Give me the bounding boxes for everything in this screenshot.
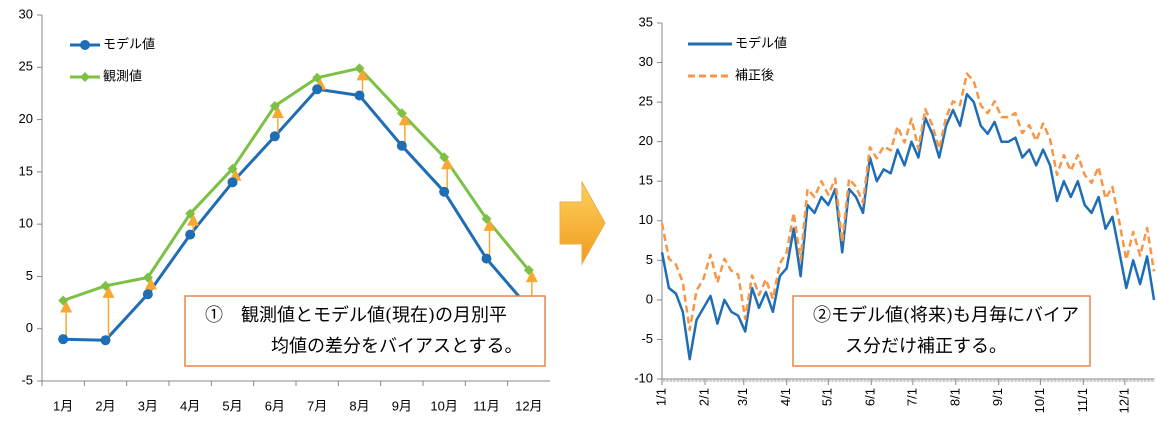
marker bbox=[312, 72, 323, 83]
x-tick-label: 4/1 bbox=[778, 388, 793, 406]
series-line bbox=[660, 92, 1156, 361]
x-tick-label: 12/1 bbox=[1116, 388, 1131, 413]
annotation-box bbox=[792, 295, 1091, 367]
y-tick-label: 25 bbox=[639, 94, 653, 109]
marker bbox=[396, 108, 407, 119]
marker bbox=[100, 280, 111, 291]
y-tick-label: 10 bbox=[19, 216, 33, 231]
marker bbox=[439, 186, 450, 197]
marker bbox=[354, 90, 365, 101]
marker bbox=[439, 152, 450, 163]
x-tick-label: 1月 bbox=[53, 398, 73, 413]
marker bbox=[312, 84, 323, 95]
x-tick-label: 6/1 bbox=[863, 388, 878, 406]
y-tick-label: -5 bbox=[641, 331, 653, 346]
marker bbox=[523, 265, 534, 276]
y-tick-label: 0 bbox=[646, 291, 653, 306]
bias-arrow bbox=[398, 113, 411, 146]
y-tick-label: 30 bbox=[639, 54, 653, 69]
bias-arrow bbox=[60, 300, 73, 340]
x-tick-label: 4月 bbox=[180, 398, 200, 413]
marker bbox=[269, 131, 280, 142]
x-tick-label: 1/1 bbox=[653, 388, 668, 406]
x-tick-label: 12月 bbox=[515, 398, 542, 413]
marker bbox=[269, 100, 280, 111]
x-tick-label: 5/1 bbox=[820, 388, 835, 406]
y-tick-label: 30 bbox=[19, 6, 33, 21]
y-tick-label: 0 bbox=[26, 320, 33, 335]
y-tick-label: 20 bbox=[639, 133, 653, 148]
marker bbox=[185, 229, 196, 240]
bias-arrow-head bbox=[144, 277, 157, 290]
marker bbox=[142, 289, 153, 300]
y-tick-label: 5 bbox=[26, 268, 33, 283]
bias-arrow-head bbox=[102, 285, 115, 298]
bias-arrow bbox=[441, 157, 454, 192]
transition-arrow bbox=[559, 180, 606, 266]
x-tick-label: 2/1 bbox=[696, 388, 711, 406]
marker bbox=[58, 334, 69, 345]
legend-label: モデル値 bbox=[103, 36, 155, 51]
x-tick-label: 2月 bbox=[95, 398, 115, 413]
x-tick-label: 9月 bbox=[392, 398, 412, 413]
x-tick-label: 11/1 bbox=[1075, 388, 1090, 412]
x-tick-label: 7月 bbox=[307, 398, 327, 413]
annotation-box bbox=[184, 295, 546, 367]
y-tick-label: 10 bbox=[639, 212, 653, 227]
x-tick-label: 8/1 bbox=[947, 388, 962, 406]
y-tick-label: 5 bbox=[646, 252, 653, 267]
series-line bbox=[660, 72, 1156, 332]
x-tick-label: 10月 bbox=[430, 398, 457, 413]
bias-arrow-head bbox=[483, 218, 496, 231]
bias-arrow-head bbox=[187, 213, 200, 226]
x-tick-label: 10/1 bbox=[1032, 388, 1047, 413]
y-tick-label: -10 bbox=[634, 370, 653, 385]
marker bbox=[481, 253, 492, 264]
x-tick-label: 7/1 bbox=[904, 388, 919, 406]
series-line bbox=[63, 87, 530, 342]
x-tick-label: 5月 bbox=[222, 398, 242, 413]
bias-arrow-head bbox=[398, 113, 411, 126]
annotation-text: ス分だけ補正する。 bbox=[845, 336, 1007, 357]
x-tick-label: 8月 bbox=[349, 398, 369, 413]
series-line bbox=[62, 66, 530, 302]
annotation-text: ① 観測値とモデル値(現在)の月別平 bbox=[205, 305, 507, 326]
annotation-text: ②モデル値(将来)も月毎にバイア bbox=[813, 305, 1079, 326]
y-tick-label: 15 bbox=[19, 163, 33, 178]
marker bbox=[354, 63, 365, 74]
legend-label: モデル値 bbox=[735, 35, 787, 50]
x-tick-label: 3月 bbox=[138, 398, 158, 413]
legend-label: 補正後 bbox=[735, 67, 774, 82]
annotation-text: 均値の差分をバイアスとする。 bbox=[271, 336, 522, 357]
bias-arrow-head bbox=[441, 157, 454, 170]
marker bbox=[227, 177, 238, 188]
bias-arrow bbox=[102, 285, 115, 341]
x-tick-label: 9/1 bbox=[990, 388, 1005, 406]
marker bbox=[100, 335, 111, 346]
bias-arrow-head bbox=[271, 105, 284, 118]
marker bbox=[185, 208, 196, 219]
y-tick-label: 35 bbox=[639, 14, 653, 29]
legend-marker bbox=[80, 40, 90, 50]
x-tick-label: 11月 bbox=[473, 398, 500, 413]
legend-label: 観測値 bbox=[103, 68, 142, 83]
bias-arrow-head bbox=[60, 300, 73, 313]
x-tick-label: 3/1 bbox=[735, 388, 750, 406]
marker bbox=[481, 213, 492, 224]
bias-arrow-head bbox=[356, 68, 369, 81]
y-tick-label: 25 bbox=[19, 59, 33, 74]
bias-arrow bbox=[483, 218, 496, 259]
y-tick-label: 15 bbox=[639, 173, 653, 188]
x-tick-label: 6月 bbox=[265, 398, 285, 413]
y-tick-label: -5 bbox=[21, 372, 33, 387]
y-tick-label: 20 bbox=[19, 111, 33, 126]
marker bbox=[58, 295, 69, 306]
marker bbox=[396, 140, 407, 151]
marker bbox=[142, 272, 153, 283]
marker bbox=[227, 163, 238, 174]
legend-marker bbox=[80, 72, 90, 82]
bias-arrow-head bbox=[525, 270, 538, 283]
